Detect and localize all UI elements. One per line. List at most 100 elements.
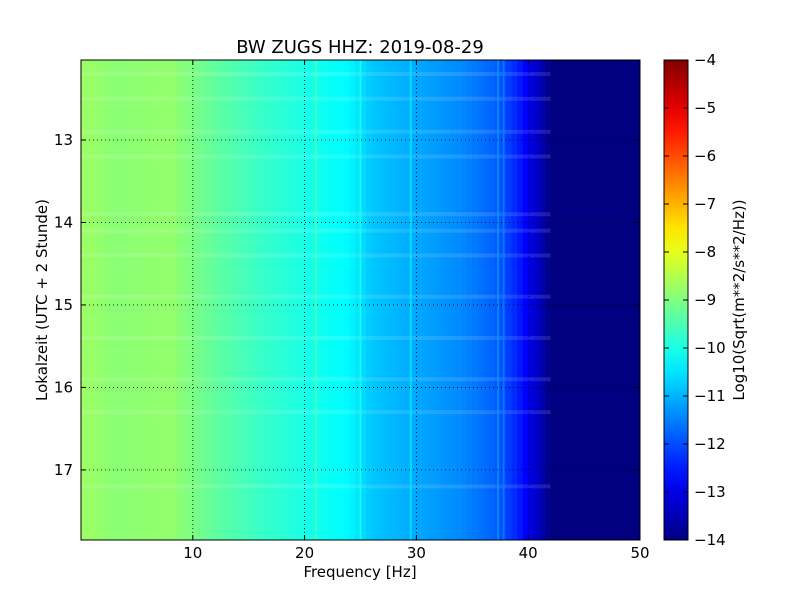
spectrogram-cell bbox=[561, 60, 568, 540]
spectrogram-cell bbox=[427, 60, 434, 540]
spectrogram-spectral-lines bbox=[314, 60, 505, 540]
spectrogram-cell bbox=[108, 60, 115, 540]
spectrogram-cell bbox=[584, 60, 591, 540]
spectrogram-cell bbox=[114, 60, 121, 540]
colorbar-tick-label: −13 bbox=[694, 483, 726, 501]
spectrogram-cell bbox=[360, 60, 367, 540]
spectrogram-cell bbox=[433, 60, 440, 540]
colorbar-label: Log10(Sqrt(m**2/s**2/Hz)) bbox=[730, 199, 748, 400]
spectrogram-cell bbox=[321, 60, 328, 540]
x-axis-ticks: 10 20 30 40 50 bbox=[183, 60, 650, 562]
spectrogram-cell bbox=[533, 60, 540, 540]
spectrogram-cell bbox=[394, 60, 401, 540]
x-tick-label: 10 bbox=[183, 544, 202, 562]
spectrogram-cell bbox=[203, 60, 210, 540]
spectrogram-cell bbox=[142, 60, 149, 540]
spectrogram-cell bbox=[550, 60, 557, 540]
spectrogram-cell bbox=[209, 60, 216, 540]
spectrogram-cell bbox=[483, 60, 490, 540]
spectrogram-cell bbox=[449, 60, 456, 540]
spectrogram-cell bbox=[103, 60, 110, 540]
spectrogram-cell bbox=[338, 60, 345, 540]
spectrogram-cell bbox=[92, 60, 99, 540]
spectrogram-cell bbox=[181, 60, 188, 540]
colorbar: −4 −5 −6 −7 −8 −9 −10 −11 −12 −13 −14 Log10(Sqrt(m… bbox=[663, 51, 748, 549]
spectrogram-cell bbox=[243, 60, 250, 540]
spectrogram-cell bbox=[332, 60, 339, 540]
y-tick-label: 17 bbox=[54, 461, 73, 479]
spectrogram-cell bbox=[405, 60, 412, 540]
spectrogram-cell bbox=[81, 60, 87, 540]
spectrogram-spectral-line bbox=[502, 60, 505, 540]
spectrogram-cell bbox=[505, 60, 512, 540]
x-axis-label: Frequency [Hz] bbox=[303, 563, 416, 581]
spectrogram-cell bbox=[299, 60, 305, 540]
spectrogram-cell bbox=[612, 60, 619, 540]
colorbar-tick-label: −6 bbox=[694, 147, 716, 165]
spectrogram-cell bbox=[617, 60, 624, 540]
spectrogram-cell bbox=[86, 60, 93, 540]
spectrogram-cell bbox=[282, 60, 289, 540]
spectrogram-cell bbox=[259, 60, 266, 540]
spectrogram-cell bbox=[466, 60, 473, 540]
spectrogram-cell bbox=[544, 60, 551, 540]
spectrogram-cell bbox=[628, 60, 635, 540]
colorbar-tick-label: −8 bbox=[694, 243, 716, 261]
spectrogram-cell bbox=[455, 60, 462, 540]
y-tick-label: 15 bbox=[54, 296, 73, 314]
spectrogram-cell bbox=[254, 60, 261, 540]
x-tick-label: 40 bbox=[519, 544, 538, 562]
spectrogram-cell bbox=[287, 60, 294, 540]
spectrogram-cell bbox=[170, 60, 177, 540]
colorbar-ticks: −4 −5 −6 −7 −8 −9 −10 −11 −12 −13 −14 bbox=[664, 51, 726, 549]
colorbar-tick-label: −7 bbox=[694, 195, 716, 213]
spectrogram-spectral-line bbox=[314, 60, 317, 540]
colorbar-tick-label: −10 bbox=[694, 339, 726, 357]
spectrogram-cell bbox=[528, 60, 535, 540]
spectrogram-cell bbox=[634, 60, 640, 540]
spectrogram-cell bbox=[511, 60, 518, 540]
spectrogram-columns bbox=[81, 60, 640, 540]
x-tick-label: 30 bbox=[407, 544, 426, 562]
spectrogram-cell bbox=[472, 60, 479, 540]
spectrogram-cell bbox=[231, 60, 238, 540]
y-tick-label: 14 bbox=[54, 213, 73, 231]
spectrogram-cell bbox=[248, 60, 255, 540]
spectrogram-cell bbox=[304, 60, 311, 540]
spectrogram-cell bbox=[131, 60, 138, 540]
spectrogram-cell bbox=[366, 60, 373, 540]
spectrogram-cell bbox=[310, 60, 317, 540]
spectrogram-cell bbox=[192, 60, 199, 540]
colorbar-tick-label: −11 bbox=[694, 387, 726, 405]
spectrogram-cell bbox=[572, 60, 579, 540]
spectrogram-spectral-line bbox=[359, 60, 362, 540]
spectrogram-cell bbox=[578, 60, 585, 540]
spectrogram-cell bbox=[489, 60, 496, 540]
spectrogram-plot bbox=[81, 60, 640, 540]
spectrogram-cell bbox=[148, 60, 155, 540]
spectrogram-cell bbox=[517, 60, 524, 540]
y-tick-label: 16 bbox=[54, 378, 73, 396]
chart-title: BW ZUGS HHZ: 2019-08-29 bbox=[236, 37, 484, 58]
spectrogram-cell bbox=[293, 60, 300, 540]
spectrogram-cell bbox=[371, 60, 378, 540]
spectrogram-cell bbox=[567, 60, 574, 540]
spectrogram-cell bbox=[421, 60, 428, 540]
spectrogram-cell bbox=[343, 60, 350, 540]
spectrogram-cell bbox=[176, 60, 183, 540]
spectrogram-cell bbox=[377, 60, 384, 540]
spectrogram-cell bbox=[595, 60, 602, 540]
y-axis-ticks: 13 14 15 16 17 bbox=[54, 131, 640, 479]
spectrogram-cell bbox=[444, 60, 451, 540]
spectrogram-cell bbox=[276, 60, 283, 540]
spectrogram-cell bbox=[438, 60, 445, 540]
spectrogram-cell bbox=[315, 60, 322, 540]
spectrogram-cell bbox=[97, 60, 104, 540]
colorbar-tick-label: −5 bbox=[694, 99, 716, 117]
spectrogram-cell bbox=[226, 60, 233, 540]
spectrogram-cell bbox=[237, 60, 244, 540]
spectrogram-cell bbox=[606, 60, 613, 540]
spectrogram-cell bbox=[354, 60, 361, 540]
spectrogram-cell bbox=[522, 60, 529, 540]
